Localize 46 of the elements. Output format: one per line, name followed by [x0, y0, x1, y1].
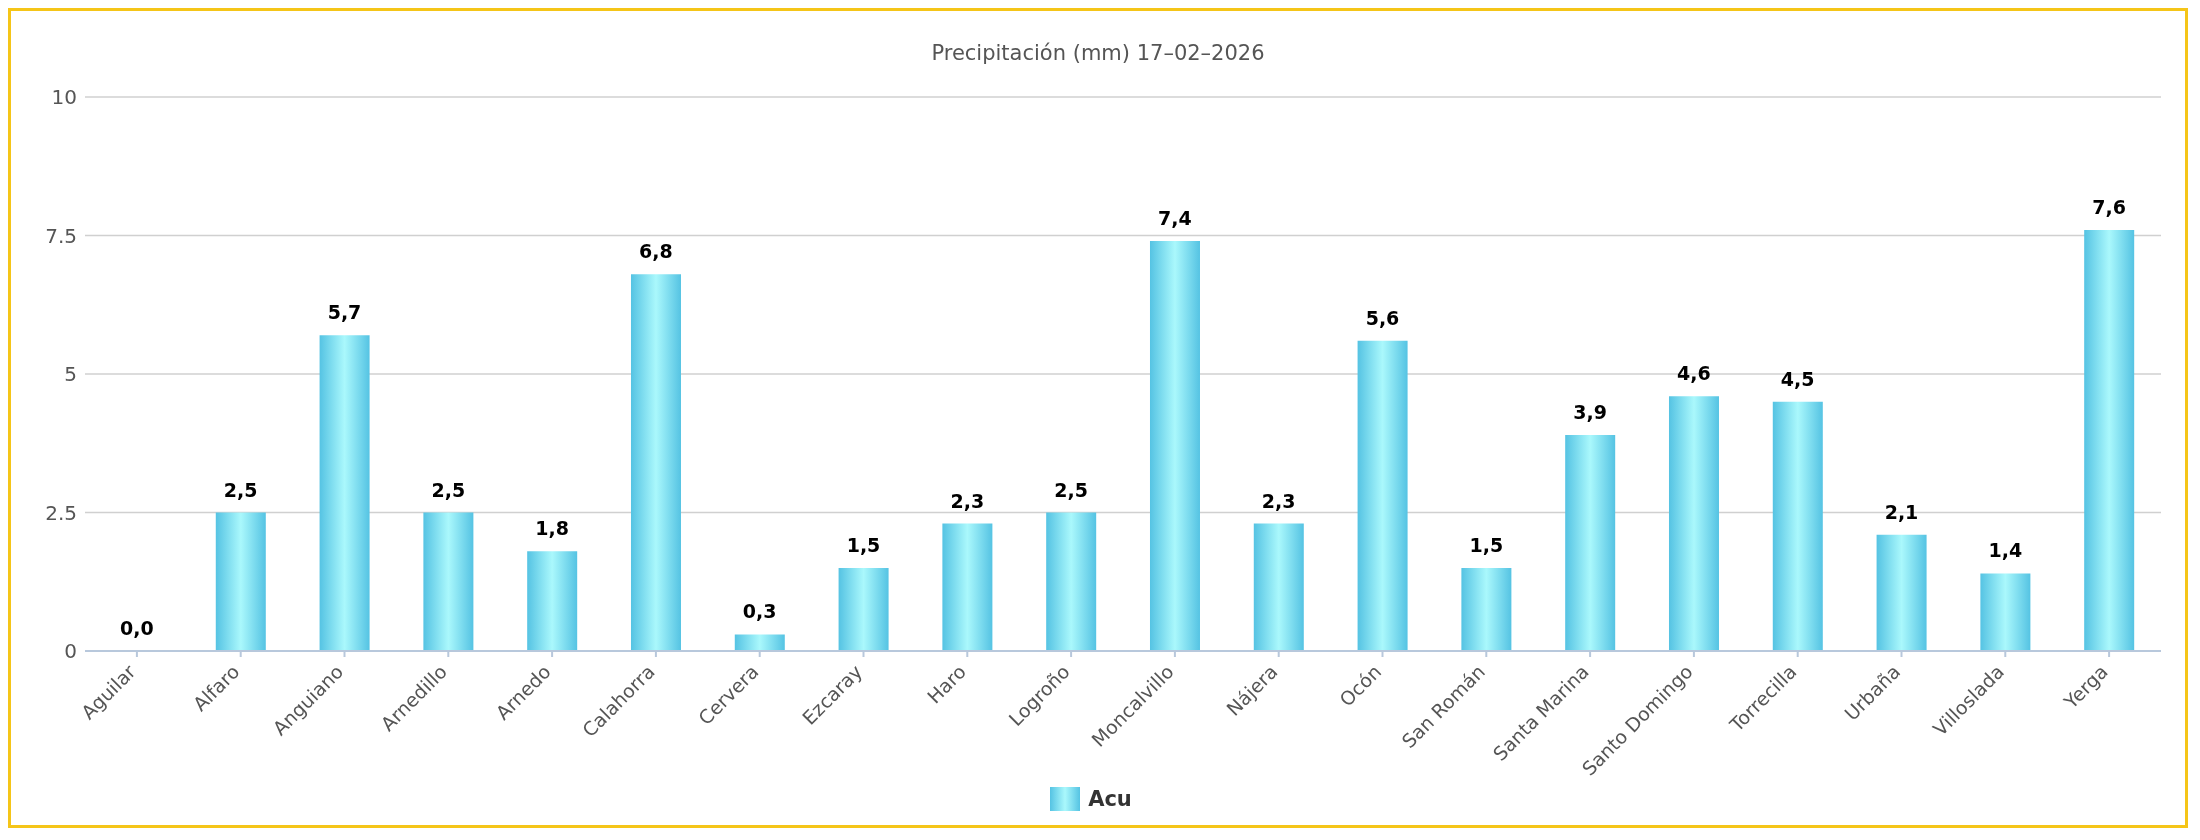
- bar: [1565, 434, 1616, 651]
- bar: [734, 634, 785, 651]
- bar: [1668, 396, 1719, 651]
- data-label: 2,3: [950, 489, 985, 512]
- data-label: 2,5: [223, 478, 258, 501]
- bar: [215, 512, 266, 651]
- bar: [527, 551, 578, 651]
- data-label: 6,8: [639, 240, 673, 263]
- data-label: 1,5: [846, 533, 881, 556]
- data-label: 5,7: [327, 301, 362, 324]
- chart-title: Precipitación (mm) 17–02–2026: [930, 40, 1266, 67]
- bar: [1253, 523, 1304, 651]
- bar: [1046, 512, 1097, 651]
- y-tick-label: 2.5: [45, 500, 77, 525]
- data-label: 7,6: [2092, 195, 2126, 218]
- data-label: 0,3: [742, 600, 777, 623]
- bar: [1980, 573, 2031, 651]
- bar: [838, 567, 889, 651]
- bar: [1772, 401, 1823, 651]
- data-label: 5,6: [1365, 306, 1400, 329]
- bar: [2084, 229, 2135, 651]
- data-label: 2,3: [1261, 489, 1296, 512]
- data-label: 2,1: [1884, 500, 1919, 523]
- data-label: 1,4: [1988, 539, 2023, 562]
- bar: [630, 274, 681, 651]
- bar: [942, 523, 993, 651]
- bar: [319, 335, 370, 651]
- bar: [1357, 340, 1408, 651]
- y-tick-label: 5: [64, 362, 77, 387]
- data-label: 2,5: [1054, 478, 1088, 501]
- bar: [1149, 241, 1200, 651]
- bar: [423, 512, 474, 651]
- data-label: 4,5: [1780, 367, 1815, 390]
- data-label: 4,6: [1677, 362, 1711, 385]
- bar: [1461, 567, 1512, 651]
- y-tick-label: 7.5: [45, 223, 77, 248]
- data-label: 3,9: [1573, 400, 1607, 423]
- data-label: 7,4: [1158, 207, 1192, 230]
- y-tick-label: 10: [51, 85, 77, 110]
- data-label: 2,5: [431, 478, 466, 501]
- data-label: 1,8: [535, 517, 569, 540]
- legend-label: Acu: [1088, 787, 1132, 811]
- bar: [1876, 534, 1927, 651]
- data-label: 1,5: [1469, 533, 1504, 556]
- data-label: 0,0: [120, 617, 154, 639]
- y-tick-label: 0: [64, 639, 77, 664]
